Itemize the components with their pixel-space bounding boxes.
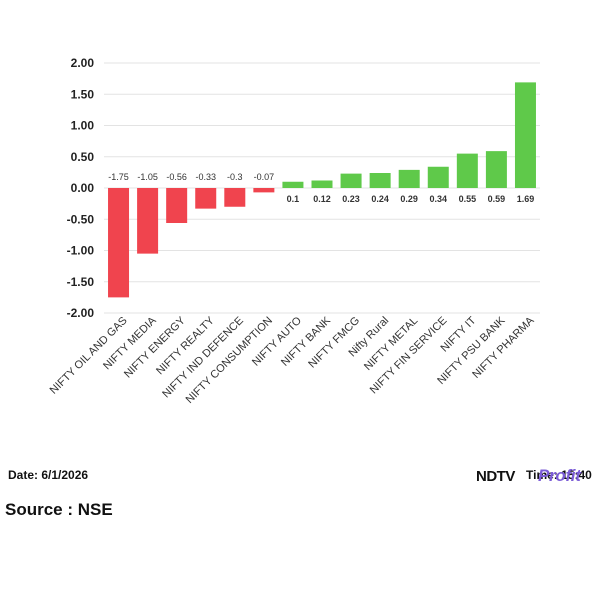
data-label: -0.07: [254, 172, 275, 182]
bar: [311, 180, 333, 188]
source-label: Source : NSE: [5, 500, 113, 519]
bar: [166, 188, 188, 223]
y-tick-label: -1.00: [67, 244, 95, 258]
data-label: 0.24: [371, 194, 389, 204]
bar: [398, 169, 420, 188]
y-tick-label: 1.50: [71, 87, 95, 101]
bar-chart: 2.00 1.50 1.00 0.50 0.00 -0.50 -1.00 -1.50 -2.00…: [48, 56, 540, 406]
bar: [224, 188, 246, 207]
bar: [369, 173, 391, 188]
y-tick-label: 0.00: [71, 181, 95, 195]
bar: [253, 188, 275, 193]
y-tick-label: 0.50: [71, 150, 95, 164]
data-label: -0.3: [227, 172, 243, 182]
bar: [456, 153, 478, 188]
data-label: -1.05: [137, 172, 158, 182]
time-label: Time: 15:40: [526, 468, 592, 482]
bar: [195, 188, 217, 209]
y-tick-label: 1.00: [71, 119, 95, 133]
bar: [514, 82, 536, 188]
data-label: -0.33: [195, 172, 216, 182]
brand-ndtv: NDTV: [476, 468, 515, 485]
data-label: 0.34: [430, 194, 448, 204]
y-tick-label: -1.50: [67, 275, 95, 289]
date-label: Date: 6/1/2026: [8, 468, 89, 482]
data-label: 0.59: [488, 194, 506, 204]
y-tick-label: -2.00: [67, 306, 95, 320]
y-tick-label: -0.50: [67, 212, 95, 226]
bar: [485, 151, 507, 188]
bar: [282, 181, 304, 188]
y-axis-ticks: 2.00 1.50 1.00 0.50 0.00 -0.50 -1.00 -1.50 -2.00: [67, 56, 95, 320]
bar: [108, 188, 130, 298]
data-labels: -1.75 -1.05 -0.56 -0.33 -0.3 -0.07 0.1 0.12 0.23…: [108, 172, 534, 204]
data-label: 0.23: [342, 194, 360, 204]
data-label: -0.56: [166, 172, 187, 182]
bar: [340, 173, 362, 188]
bar: [137, 188, 159, 254]
bar: [427, 166, 449, 188]
y-tick-label: 2.00: [71, 56, 95, 70]
data-label: 0.1: [287, 194, 300, 204]
data-label: 0.29: [400, 194, 418, 204]
brand-profit: Profit: [538, 466, 581, 485]
data-label: -1.75: [108, 172, 129, 182]
data-label: 0.12: [313, 194, 331, 204]
data-label: 1.69: [517, 194, 535, 204]
data-label: 0.55: [459, 194, 477, 204]
bars: [108, 82, 536, 298]
